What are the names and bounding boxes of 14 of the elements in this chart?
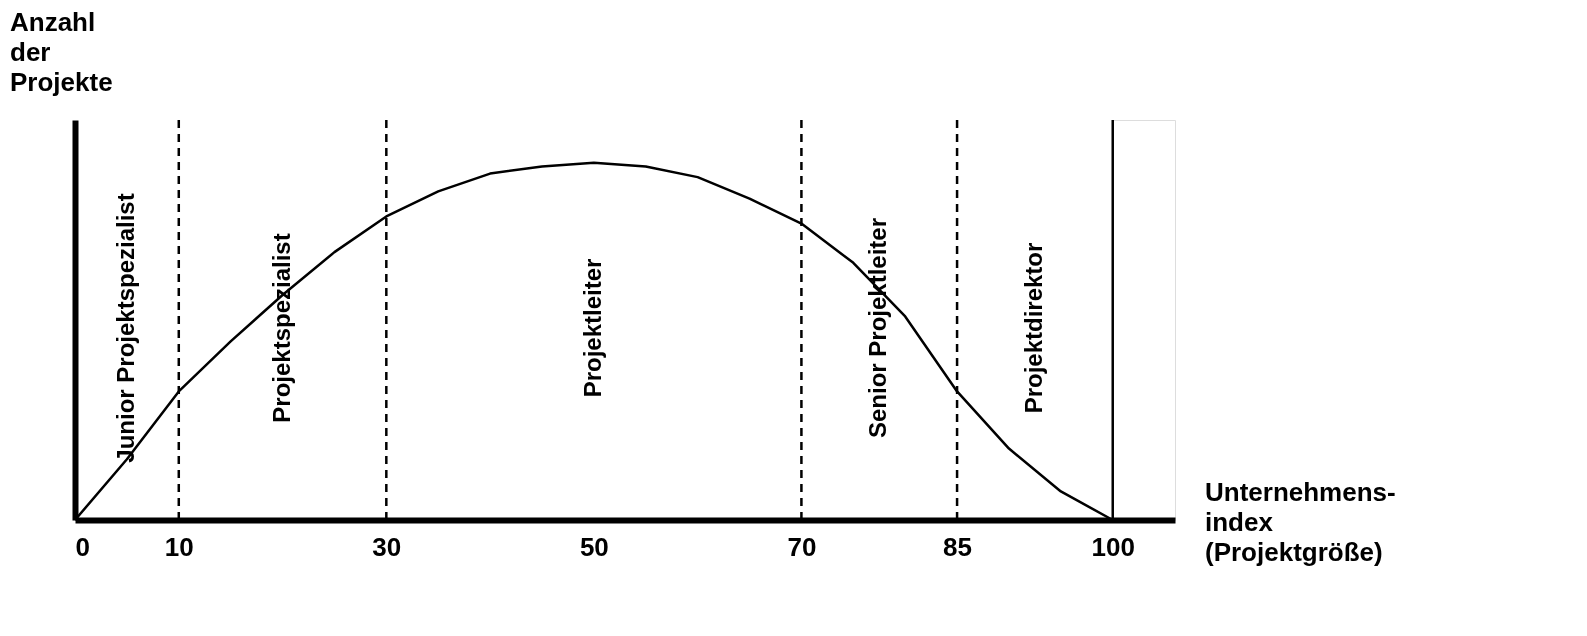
band-label: Projektleiter <box>578 258 606 398</box>
x-tick-label: 50 <box>579 531 609 562</box>
x-tick-label: 100 <box>1091 531 1135 562</box>
band-label: Junior Projektspezialist <box>111 193 139 463</box>
x-tick-label: 85 <box>943 531 973 562</box>
x-tick-label: 10 <box>164 531 194 562</box>
band-label: Senior Projektleiter <box>864 217 892 439</box>
x-tick-label: 70 <box>787 531 817 562</box>
y-axis-title: Anzahl der Projekte <box>10 7 113 97</box>
x-tick-label: 0 <box>75 531 90 562</box>
x-tick-label: 30 <box>372 531 402 562</box>
band-label: Projektspezialist <box>267 233 295 423</box>
band-label: Projektdirektor <box>1019 242 1047 414</box>
x-axis-title: Unternehmens- index (Projektgröße) <box>1205 477 1396 567</box>
